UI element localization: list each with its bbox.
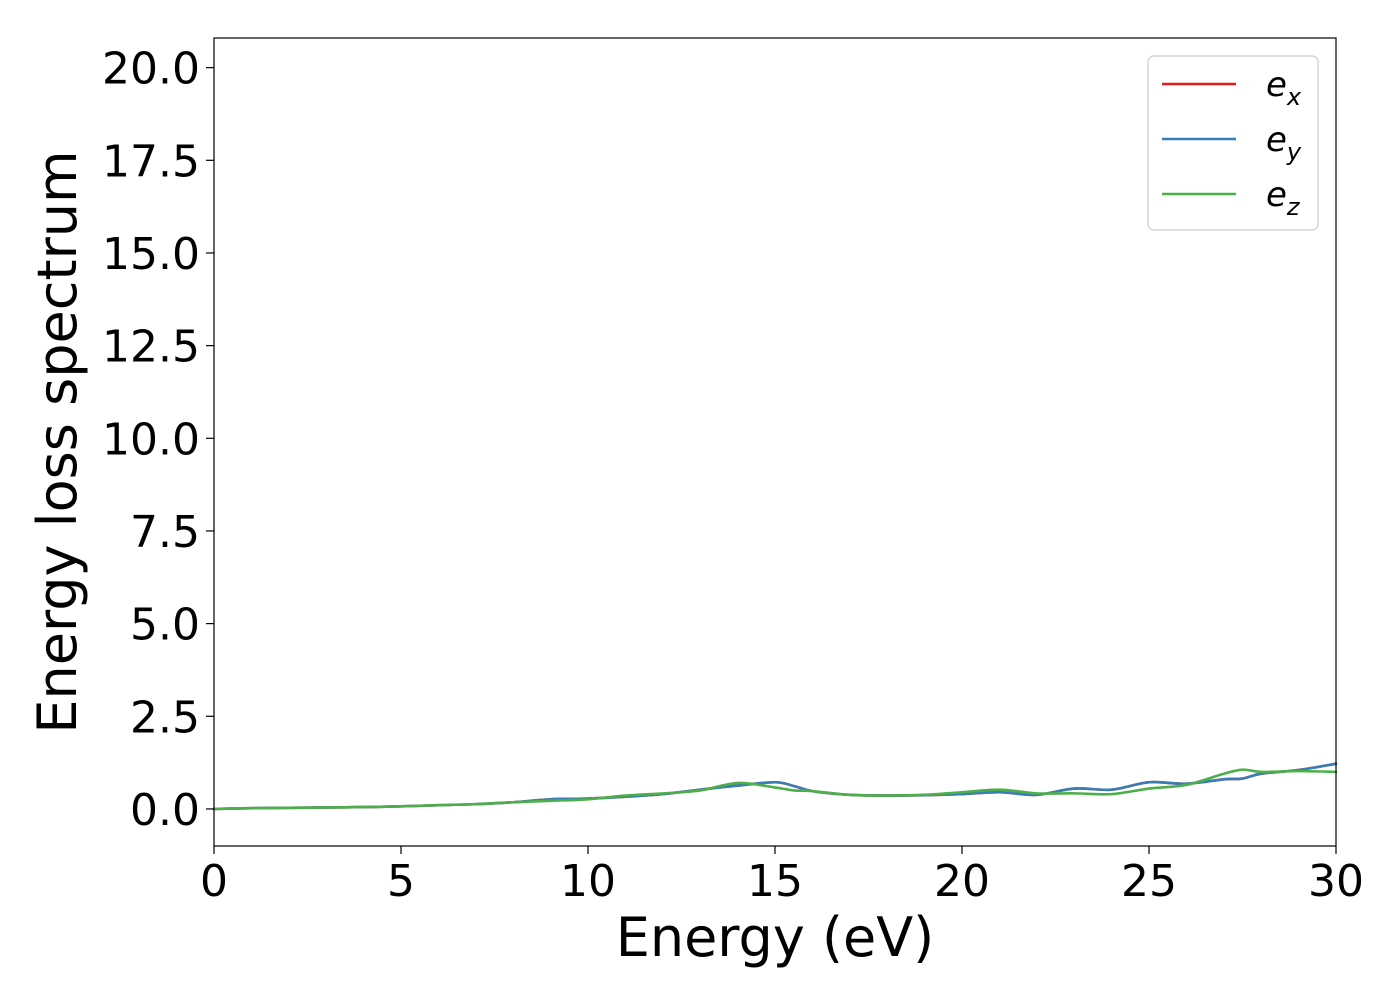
x-tick-label: 30 [1308, 856, 1364, 907]
y-axis: 0.0 2.5 5.0 7.5 10.0 12.5 15.0 17.5 20.0 [102, 44, 214, 836]
x-tick-label: 10 [560, 856, 616, 907]
x-tick-label: 0 [200, 856, 228, 907]
y-tick-label: 15.0 [102, 229, 200, 280]
legend-label-base: e [1266, 65, 1287, 105]
legend-box [1147, 55, 1319, 231]
y-tick-label: 7.5 [130, 507, 200, 558]
legend-label-subscript: x [1286, 83, 1302, 111]
x-tick-label: 20 [934, 856, 990, 907]
y-tick-label: 2.5 [130, 692, 200, 743]
x-tick-label: 5 [387, 856, 415, 907]
x-axis: 0 5 10 15 20 25 30 [200, 846, 1364, 907]
y-tick-label: 12.5 [102, 322, 200, 373]
legend-label: ez [1266, 175, 1301, 221]
legend-label: ey [1266, 120, 1302, 166]
series-line-e-z [212, 768, 1338, 811]
x-axis-label: Energy (eV) [616, 906, 935, 969]
y-tick-label: 5.0 [130, 600, 200, 651]
legend-label-base: e [1266, 175, 1287, 215]
legend-label-subscript: y [1286, 138, 1302, 166]
x-tick-label: 25 [1121, 856, 1177, 907]
legend-label-subscript: z [1286, 193, 1301, 221]
y-axis-label: Energy loss spectrum [26, 150, 89, 733]
legend-label: ex [1266, 65, 1302, 111]
y-tick-label: 20.0 [102, 44, 200, 95]
x-tick-label: 15 [747, 856, 803, 907]
series-layer [212, 762, 1338, 811]
legend-label-base: e [1266, 120, 1287, 160]
y-tick-label: 0.0 [130, 785, 200, 836]
y-tick-label: 10.0 [102, 414, 200, 465]
y-tick-label: 17.5 [102, 136, 200, 187]
